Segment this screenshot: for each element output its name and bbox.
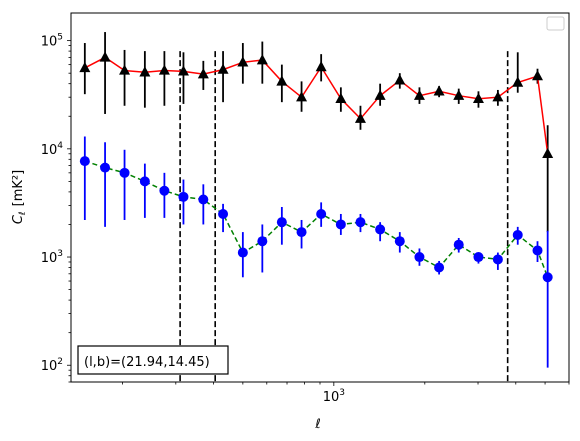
circle-series-point [394, 236, 405, 247]
y-tick-label: 102 [41, 357, 63, 374]
y-tick-label: 105 [41, 33, 63, 50]
triangle-series-point [79, 61, 91, 73]
triangle-series-point [453, 89, 465, 100]
triangle-series-point [276, 75, 288, 86]
circle-series-point [119, 167, 130, 178]
triangle-series-point [335, 92, 347, 103]
x-axis-label: ℓ [314, 417, 320, 432]
circle-series-point [532, 245, 543, 256]
y-tick-label-exponent: 4 [57, 141, 63, 151]
circle-series-point [512, 229, 523, 240]
circle-series-point [237, 247, 248, 258]
triangle-series-point [119, 64, 131, 75]
circle-series-point [355, 217, 366, 228]
triangle-series-point [492, 91, 504, 102]
triangle-series-point [315, 61, 327, 72]
triangle-series-point [413, 89, 425, 100]
circle-series-point [218, 208, 229, 219]
circle-series-point [100, 162, 111, 173]
triangle-series-point [177, 65, 189, 76]
triangle-series-point [374, 89, 386, 100]
y-tick-label-exponent: 2 [57, 357, 63, 367]
circle-series-point [296, 227, 307, 238]
circle-series-point [492, 254, 503, 265]
circle-series-point [316, 208, 327, 219]
circle-series-point [542, 272, 553, 283]
triangle-series-point [256, 54, 268, 65]
x-tick-label-exponent: 3 [339, 388, 345, 398]
circle-series-point [375, 224, 386, 235]
triangle-series-point [354, 112, 366, 123]
y-axis-label-main: C [11, 214, 26, 224]
triangle-series-point [433, 85, 445, 96]
triangle-series-point [158, 64, 170, 75]
triangle-series-point [472, 92, 484, 103]
plot-area [79, 32, 554, 382]
triangle-series-point [237, 56, 249, 67]
x-tick-label-base: 10 [323, 390, 340, 405]
triangle-series-point [139, 66, 151, 77]
y-tick-label-exponent: 5 [57, 33, 63, 43]
triangle-series-point [542, 147, 554, 158]
y-tick-label-exponent: 3 [57, 249, 63, 259]
circle-series-point [79, 156, 90, 167]
triangle-series-point [394, 74, 406, 85]
circle-series-point [198, 194, 209, 205]
y-tick-label-base: 10 [41, 251, 58, 266]
circle-series-point [414, 252, 425, 263]
circle-series-point [335, 219, 346, 230]
triangle-series-point [532, 70, 544, 81]
y-axis-label-unit: [mK²] [11, 170, 26, 207]
circle-series-point [139, 176, 150, 187]
circle-series-point [473, 252, 484, 263]
annotation-box [77, 345, 229, 375]
triangle-series-point [99, 51, 111, 62]
circle-series-point [257, 236, 268, 247]
annotation-text: (l,b)=(21.94,14.45) [84, 355, 210, 370]
y-tick-label: 103 [41, 249, 63, 266]
triangle-series-point [512, 76, 524, 87]
triangle-series-point [217, 63, 229, 74]
circle-series-point [276, 217, 287, 228]
circle-series-point [434, 262, 445, 273]
circle-series-point [453, 239, 464, 250]
circle-series-point [178, 191, 189, 202]
y-axis-label: Cℓ [mK²] [11, 170, 28, 224]
x-tick-label: 103 [323, 388, 345, 405]
y-axis-label-sub: ℓ [18, 211, 28, 216]
triangle-series-point [296, 91, 308, 102]
y-tick-label-base: 10 [41, 359, 58, 374]
legend-box[interactable] [546, 16, 565, 31]
circle-series-point [159, 185, 170, 196]
y-tick-label-base: 10 [41, 143, 58, 158]
y-tick-label: 104 [41, 141, 64, 158]
y-tick-label-base: 10 [41, 35, 58, 50]
triangle-series-point [197, 68, 209, 79]
